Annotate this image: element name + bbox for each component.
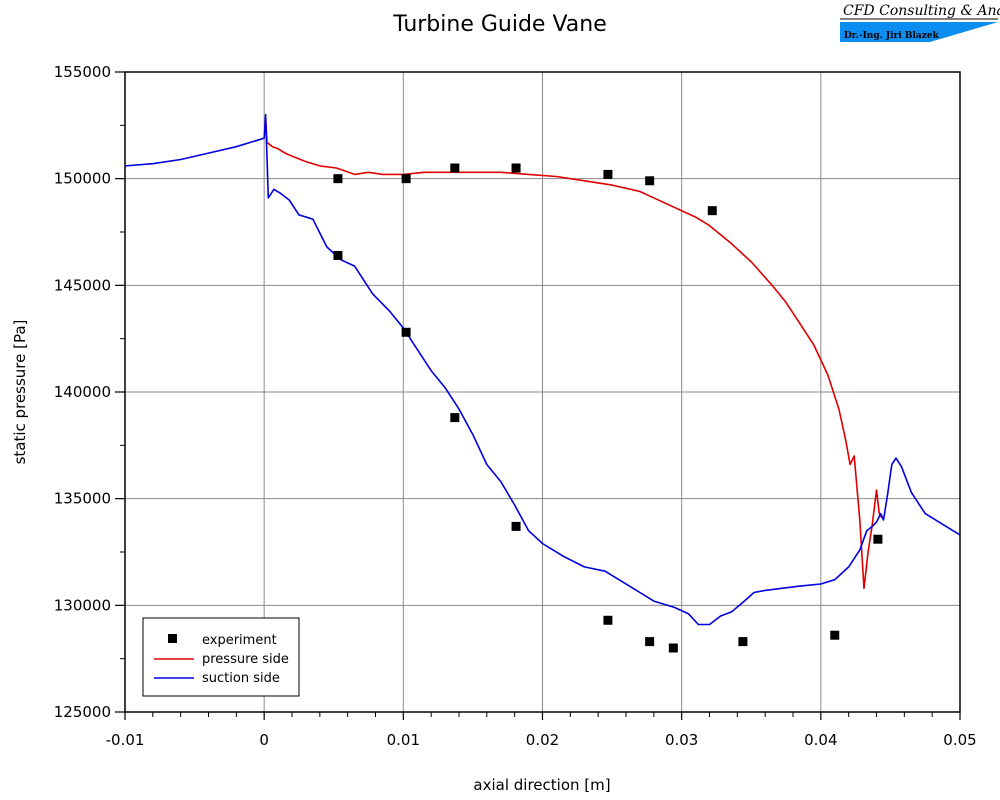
y-tick-label: 125000 <box>54 703 111 721</box>
experiment-point <box>333 250 343 260</box>
plot-frame <box>124 71 961 713</box>
y-tick-label: 130000 <box>54 596 111 614</box>
legend-marker-experiment <box>168 634 177 643</box>
company-logo: CFD Consulting & Analysis Dr.-Ing. Jiri … <box>840 3 1000 42</box>
x-tick-label: 0.02 <box>526 731 559 749</box>
y-tick-label: 145000 <box>54 276 111 294</box>
experiment-point <box>603 615 613 625</box>
experiment-point <box>450 163 460 173</box>
series-line-suction-side <box>124 113 961 626</box>
experiment-markers <box>333 163 883 653</box>
logo-company-name: CFD Consulting & Analysis <box>843 3 1000 19</box>
major-ticks <box>115 71 961 720</box>
chart-title: Turbine Guide Vane <box>392 12 607 37</box>
legend-box <box>142 617 300 697</box>
minor-ticks <box>120 124 933 717</box>
x-tick-label: 0.03 <box>665 731 698 749</box>
x-tick-label: 0.04 <box>804 731 837 749</box>
experiment-point <box>603 169 613 179</box>
series-line-pressure-side <box>264 116 883 590</box>
legend: experiment pressure side suction side <box>142 617 300 697</box>
experiment-point <box>738 637 748 647</box>
legend-label-experiment: experiment <box>202 633 277 648</box>
experiment-point <box>450 413 460 423</box>
series-lines <box>124 113 961 626</box>
logo-wedge <box>840 22 998 42</box>
experiment-point <box>645 176 655 186</box>
y-axis-label: static pressure [Pa] <box>11 320 29 465</box>
experiment-point <box>707 206 717 216</box>
experiment-point <box>668 643 678 653</box>
y-tick-label: 135000 <box>54 490 111 508</box>
x-tick-labels: -0.01 0 0.01 0.02 0.03 0.04 0.05 <box>106 731 977 749</box>
legend-label-pressure-side: pressure side <box>202 652 289 667</box>
experiment-point <box>830 630 840 640</box>
y-tick-label: 140000 <box>54 383 111 401</box>
x-tick-label: 0 <box>259 731 269 749</box>
y-tick-labels: 125000 130000 135000 140000 145000 150000 1550… <box>54 63 111 721</box>
x-tick-label: 0.05 <box>943 731 976 749</box>
experiment-point <box>511 163 521 173</box>
x-axis-label: axial direction [m] <box>473 776 610 794</box>
experiment-point <box>333 174 343 184</box>
y-tick-label: 155000 <box>54 63 111 81</box>
x-tick-label: 0.01 <box>387 731 420 749</box>
y-tick-label: 150000 <box>54 170 111 188</box>
experiment-point <box>511 521 521 531</box>
logo-person-name: Dr.-Ing. Jiri Blazek <box>844 31 940 41</box>
experiment-point <box>645 637 655 647</box>
legend-label-suction-side: suction side <box>202 671 280 686</box>
experiment-point <box>401 174 411 184</box>
x-tick-label: -0.01 <box>106 731 145 749</box>
experiment-point <box>401 327 411 337</box>
experiment-point <box>873 534 883 544</box>
grid-lines <box>125 72 960 712</box>
